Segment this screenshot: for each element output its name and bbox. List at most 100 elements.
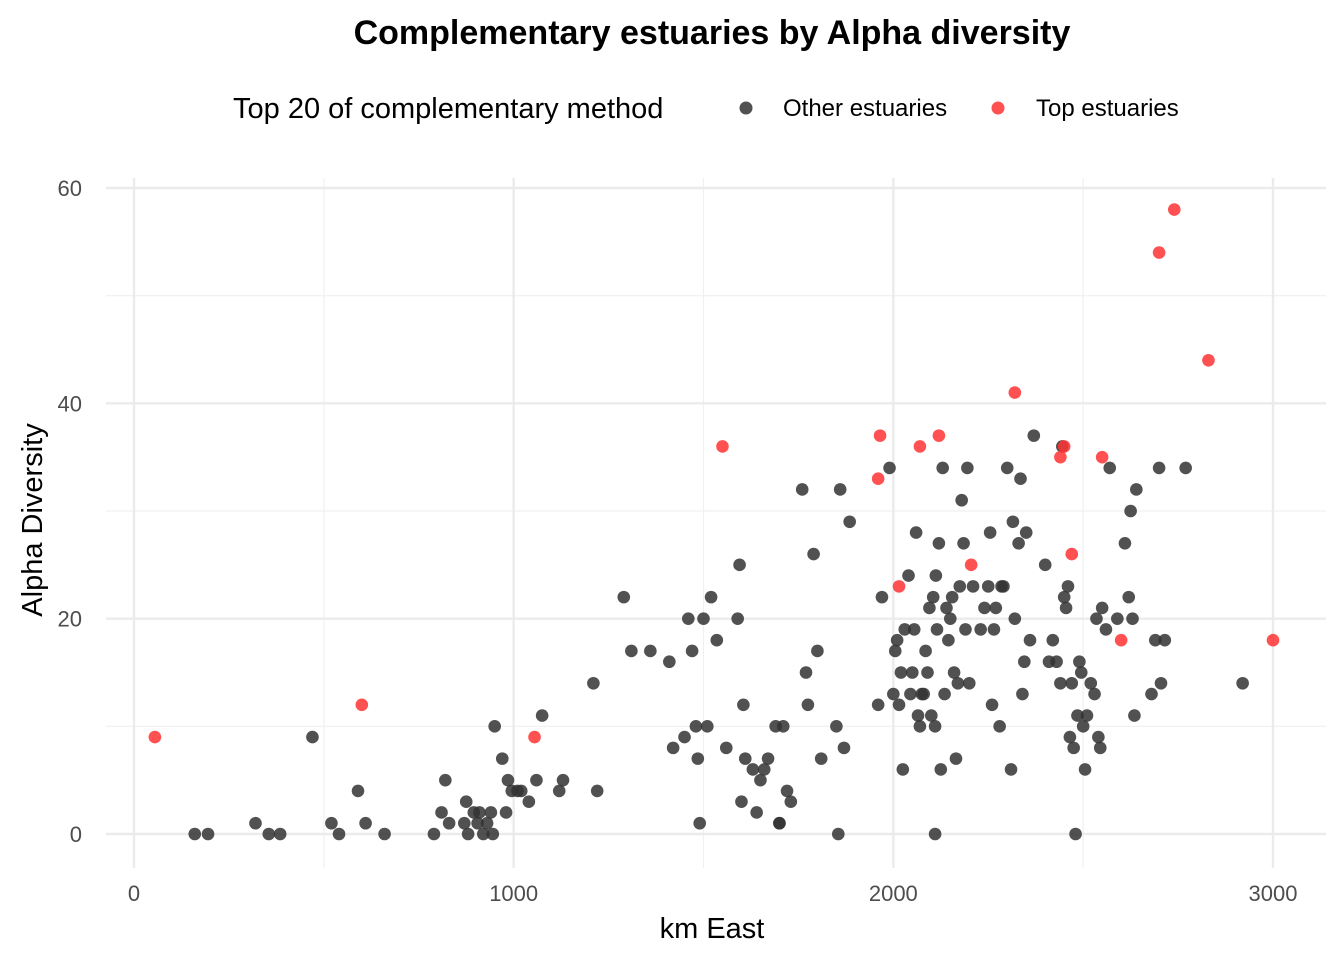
x-tick-label: 0 <box>128 881 140 906</box>
data-point-other <box>961 461 974 475</box>
data-point-other <box>1074 666 1088 679</box>
data-point-other <box>989 601 1003 615</box>
data-point-other <box>459 795 473 808</box>
data-point-other <box>761 752 775 765</box>
data-point-other <box>923 601 936 615</box>
data-point-other <box>1019 526 1033 539</box>
data-point-other <box>700 720 714 733</box>
data-point-other <box>1111 612 1124 625</box>
data-point-other <box>666 741 680 755</box>
y-tick-label: 20 <box>58 607 82 632</box>
data-point-other <box>617 590 631 604</box>
data-point-other <box>1154 676 1168 690</box>
data-point-other <box>439 773 452 787</box>
data-point-other <box>1103 461 1117 475</box>
data-point-other <box>458 816 471 830</box>
data-point-other <box>1122 590 1136 604</box>
data-point-other <box>273 827 287 841</box>
data-point-other <box>1236 676 1249 690</box>
data-point-other <box>830 720 843 733</box>
data-point-other <box>442 816 456 830</box>
data-point-other <box>945 590 959 604</box>
data-point-top <box>1114 633 1128 647</box>
y-tick-label: 0 <box>70 822 82 847</box>
data-point-other <box>1050 655 1063 669</box>
data-point-other <box>814 752 828 765</box>
data-point-other <box>890 633 904 647</box>
data-point-top <box>716 440 729 453</box>
data-point-other <box>486 827 500 841</box>
data-point-other <box>682 612 695 625</box>
data-point-other <box>943 612 957 625</box>
data-point-other <box>1067 741 1080 755</box>
data-point-other <box>262 827 276 841</box>
data-point-top <box>1152 246 1166 259</box>
data-point-other <box>1179 461 1192 475</box>
data-point-other <box>997 580 1010 593</box>
data-point-other <box>685 644 699 658</box>
x-axis-title: km East <box>660 913 765 945</box>
data-point-other <box>795 483 809 496</box>
data-point-other <box>896 763 910 776</box>
data-point-other <box>1069 827 1082 841</box>
data-point-other <box>898 623 912 636</box>
data-point-other <box>947 666 961 679</box>
data-point-other <box>691 752 705 765</box>
data-point-top <box>913 440 927 453</box>
data-point-other <box>351 784 365 798</box>
data-point-other <box>934 763 948 776</box>
data-point-other <box>888 644 902 658</box>
data-point-other <box>731 612 744 625</box>
data-point-other <box>913 720 927 733</box>
data-point-other <box>871 698 885 712</box>
data-point-other <box>875 590 889 604</box>
y-axis-title: Alpha Diversity <box>17 423 49 617</box>
data-point-other <box>750 806 763 819</box>
data-point-other <box>911 709 925 722</box>
data-point-other <box>929 569 943 582</box>
data-point-other <box>1092 730 1105 744</box>
data-point-other <box>1145 687 1158 701</box>
data-point-other <box>892 698 906 712</box>
data-point-other <box>704 590 718 604</box>
data-point-other <box>476 827 490 841</box>
data-point-other <box>590 784 604 798</box>
data-point-other <box>776 720 790 733</box>
x-tick-label: 3000 <box>1249 881 1298 906</box>
data-point-other <box>1008 612 1022 625</box>
data-point-other <box>359 816 372 830</box>
data-point-other <box>1084 676 1098 690</box>
data-point-other <box>535 709 549 722</box>
data-point-other <box>784 795 798 808</box>
data-point-other <box>959 623 972 636</box>
data-point-other <box>955 493 968 507</box>
data-point-other <box>925 709 938 722</box>
data-point-top <box>1065 547 1079 561</box>
data-point-other <box>921 666 934 679</box>
data-point-top <box>1095 450 1109 464</box>
chart-title: Complementary estuaries by Alpha diversi… <box>354 14 1071 52</box>
data-point-top <box>873 429 887 442</box>
data-point-top <box>1054 450 1067 464</box>
data-point-other <box>1078 763 1092 776</box>
data-point-other <box>1099 623 1113 636</box>
data-point-other <box>514 784 528 798</box>
data-point-other <box>1080 709 1094 722</box>
data-point-other <box>833 483 847 496</box>
grid-major <box>106 178 1326 868</box>
data-point-other <box>902 569 915 582</box>
data-point-other <box>1124 504 1137 518</box>
data-point-other <box>1158 633 1172 647</box>
data-point-other <box>887 687 900 701</box>
data-point-other <box>1000 461 1014 475</box>
data-point-other <box>710 633 724 647</box>
data-point-other <box>906 666 919 679</box>
data-point-other <box>1076 720 1090 733</box>
data-point-top <box>1057 440 1071 453</box>
data-point-other <box>325 816 338 830</box>
data-point-other <box>678 730 691 744</box>
data-point-other <box>480 816 494 830</box>
data-point-other <box>737 698 750 712</box>
data-point-other <box>1027 429 1041 442</box>
data-point-other <box>495 752 509 765</box>
